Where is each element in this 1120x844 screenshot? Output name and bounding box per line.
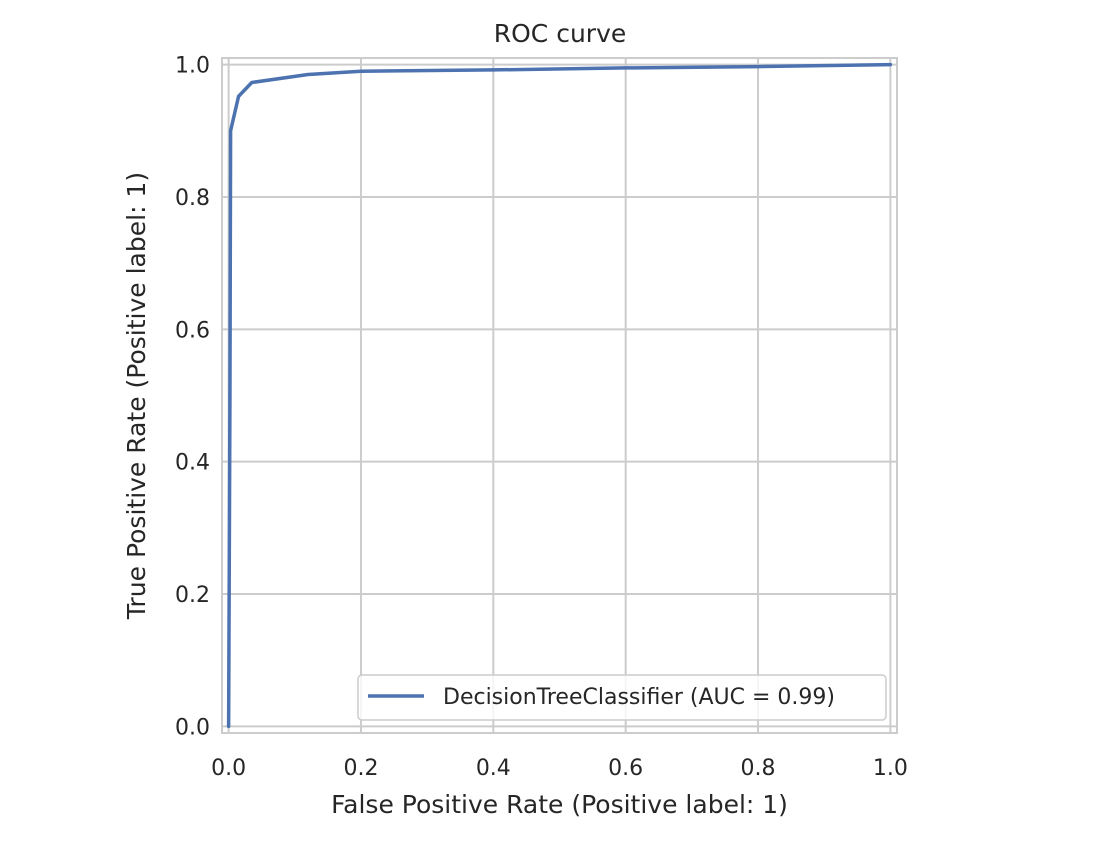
x-tick-label: 0.4 [476,756,511,781]
x-tick-label: 0.2 [343,756,378,781]
y-tick-label: 0.0 [175,715,210,740]
x-axis-label: False Positive Rate (Positive label: 1) [331,790,788,819]
y-axis-label: True Positive Rate (Positive label: 1) [122,172,151,620]
series-layer [226,62,893,729]
x-tick-label: 0.6 [608,756,643,781]
x-tick-label: 0.0 [211,756,246,781]
y-tick-label: 0.4 [175,451,210,476]
x-tick-label: 0.8 [741,756,776,781]
chart-title: ROC curve [494,19,627,48]
legend: DecisionTreeClassifier (AUC = 0.99) [357,674,887,721]
plot-frame [221,57,898,734]
tick-label-layer: 0.0 0.2 0.4 0.6 0.8 1.0 0.0 0.2 0.4 0.6 0.8 1.0 [175,54,908,781]
y-tick-label: 1.0 [175,54,210,79]
x-tick-label: 1.0 [873,756,908,781]
legend-label: DecisionTreeClassifier (AUC = 0.99) [443,685,835,710]
y-tick-label: 0.6 [175,318,210,343]
legend-box [357,674,887,721]
grid-layer [222,58,897,733]
roc-series-line [226,62,893,729]
y-tick-label: 0.2 [175,583,210,608]
y-tick-label: 0.8 [175,186,210,211]
